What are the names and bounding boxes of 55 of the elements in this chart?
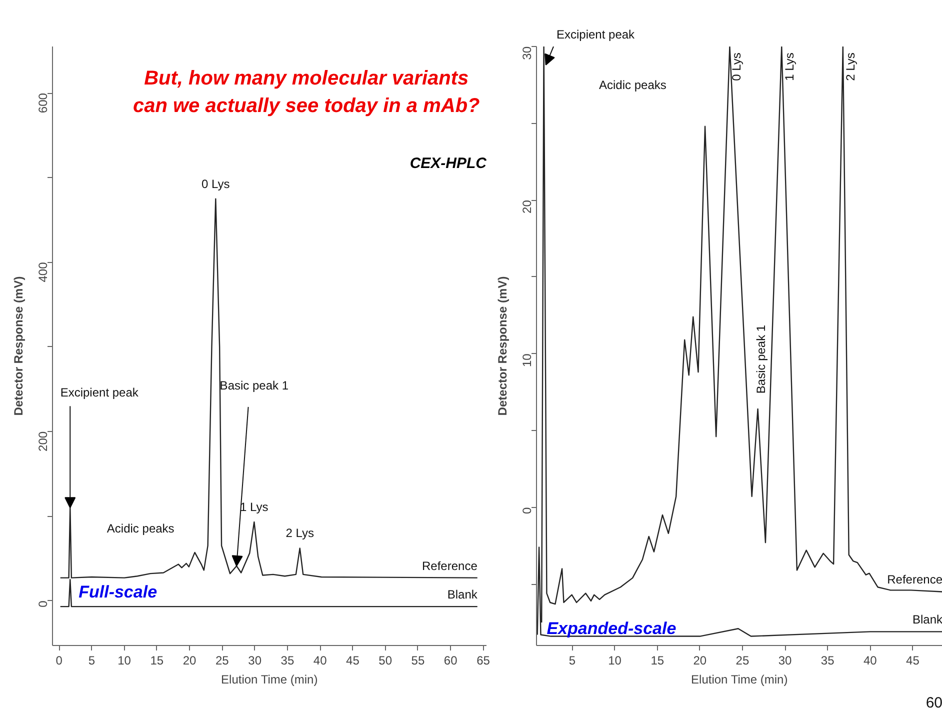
x-tick-label: 50 (378, 654, 392, 668)
x-tick-label: 35 (820, 654, 835, 668)
annotation: 0 Lys (730, 52, 744, 81)
x-tick-label: 60 (444, 654, 458, 668)
x-axis-title: Elution Time (min) (221, 672, 318, 686)
y-tick-label: 200 (36, 431, 50, 452)
x-tick-label: 20 (182, 654, 197, 668)
annotation: 1 Lys (782, 52, 796, 81)
x-tick-label: 40 (313, 654, 328, 668)
annotation: Basic peak 1 (754, 324, 768, 394)
y-tick-label: 0 (36, 600, 50, 608)
x-tick-label: 15 (650, 654, 664, 668)
text: 60 (926, 694, 942, 712)
x-tick-label: 40 (863, 654, 878, 668)
x-tick-label: 35 (280, 654, 294, 668)
annotation: Acidic peaks (106, 522, 174, 536)
x-tick-label: 30 (248, 654, 262, 668)
x-tick-label: 15 (150, 654, 164, 668)
annotation: Full-scale (78, 582, 158, 602)
x-tick-label: 45 (346, 654, 360, 668)
series-label: Blank (447, 588, 478, 602)
x-tick-label: 45 (906, 654, 920, 668)
y-tick-label: 30 (520, 46, 534, 60)
y-axis-title: Detector Response (mV) (12, 276, 26, 416)
annotation: Expanded-scale (546, 619, 676, 638)
annotation: CEX-HPLC (410, 154, 488, 172)
x-tick-label: 30 (778, 654, 792, 668)
text: But, how many molecular variants can we actually see today in a mAb? (132, 68, 480, 118)
x-tick-label: 55 (411, 654, 425, 668)
x-tick-label: 0 (56, 654, 63, 668)
x-axis-title: Elution Time (min) (691, 672, 788, 686)
annotation: 2 Lys (286, 526, 314, 540)
x-tick-label: 10 (118, 654, 132, 668)
x-tick-label: 5 (568, 654, 576, 668)
annotation: Excipient peak (60, 385, 140, 400)
y-tick-label: 20 (520, 200, 534, 214)
text: Excipient peak (556, 28, 636, 42)
annotation: 2 Lys (844, 52, 858, 81)
x-tick-label: 25 (216, 654, 230, 668)
y-tick-label: 10 (520, 353, 534, 368)
x-tick-label: 65 (476, 654, 490, 668)
annotation: Basic peak 1 (220, 378, 289, 393)
x-tick-label: 25 (736, 654, 750, 668)
x-tick-label: 5 (88, 654, 96, 668)
y-tick-label: 0 (520, 506, 534, 514)
annotation: 1 Lys (240, 500, 268, 514)
y-tick-label: 600 (36, 92, 50, 114)
series-label: Reference (887, 572, 942, 587)
x-tick-label: 20 (693, 654, 707, 668)
x-tick-label: 10 (608, 654, 622, 668)
annotation: 0 Lys (202, 176, 230, 191)
series-label: Reference (422, 558, 478, 573)
y-tick-label: 400 (36, 262, 50, 282)
annotation: Acidic peaks (599, 78, 666, 92)
y-axis-title: Detector Response (mV) (496, 276, 510, 416)
